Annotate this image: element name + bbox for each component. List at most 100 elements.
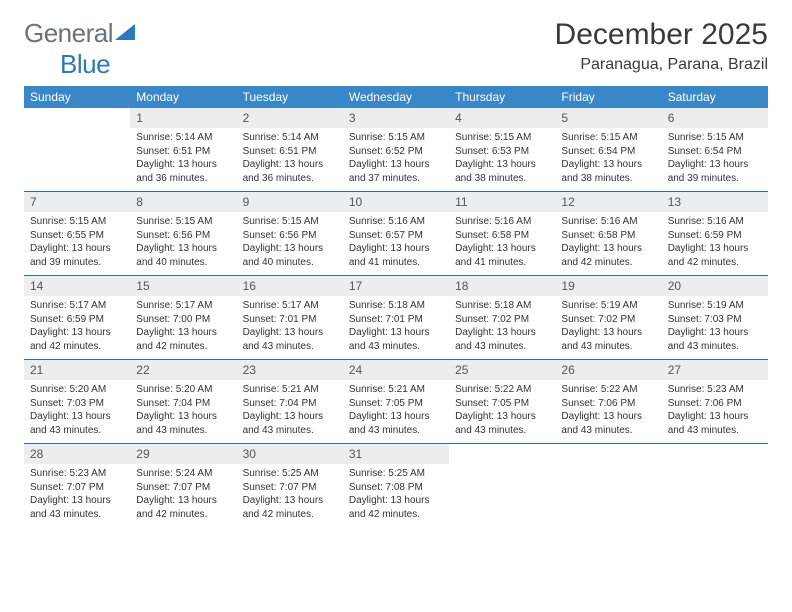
sunrise-text: Sunrise: 5:19 AM xyxy=(561,299,655,313)
daylight-text: Daylight: 13 hours and 42 minutes. xyxy=(136,326,230,353)
sunrise-text: Sunrise: 5:17 AM xyxy=(30,299,124,313)
day-number: 4 xyxy=(449,108,555,128)
daylight-text: Daylight: 13 hours and 43 minutes. xyxy=(455,326,549,353)
sunrise-text: Sunrise: 5:14 AM xyxy=(243,131,337,145)
calendar-cell: 15Sunrise: 5:17 AMSunset: 7:00 PMDayligh… xyxy=(130,276,236,360)
day-body xyxy=(24,128,130,137)
sunrise-text: Sunrise: 5:15 AM xyxy=(30,215,124,229)
day-number xyxy=(449,444,555,464)
day-body: Sunrise: 5:19 AMSunset: 7:03 PMDaylight:… xyxy=(662,296,768,359)
daylight-text: Daylight: 13 hours and 42 minutes. xyxy=(561,242,655,269)
calendar-cell: 23Sunrise: 5:21 AMSunset: 7:04 PMDayligh… xyxy=(237,360,343,444)
day-body: Sunrise: 5:25 AMSunset: 7:07 PMDaylight:… xyxy=(237,464,343,527)
sunrise-text: Sunrise: 5:15 AM xyxy=(668,131,762,145)
calendar-cell: 10Sunrise: 5:16 AMSunset: 6:57 PMDayligh… xyxy=(343,192,449,276)
calendar-head: SundayMondayTuesdayWednesdayThursdayFrid… xyxy=(24,86,768,108)
calendar-body: 1 Sunrise: 5:14 AM Sunset: 6:51 PM Daylight… xyxy=(24,108,768,527)
sunset-text: Sunset: 7:02 PM xyxy=(561,313,655,327)
sunrise-text: Sunrise: 5:22 AM xyxy=(561,383,655,397)
day-number: 29 xyxy=(130,444,236,464)
sunset-text: Sunset: 7:06 PM xyxy=(561,397,655,411)
calendar-week-row: 14Sunrise: 5:17 AMSunset: 6:59 PMDayligh… xyxy=(24,276,768,360)
title-block: December 2025 Paranagua, Parana, Brazil xyxy=(555,18,768,82)
calendar-cell: 26Sunrise: 5:22 AMSunset: 7:06 PMDayligh… xyxy=(555,360,661,444)
day-body: Sunrise: 5:22 AMSunset: 7:05 PMDaylight:… xyxy=(449,380,555,443)
sunrise-text: Sunrise: 5:20 AM xyxy=(136,383,230,397)
calendar-cell: 29Sunrise: 5:24 AMSunset: 7:07 PMDayligh… xyxy=(130,444,236,528)
sunset-text: Sunset: 6:59 PM xyxy=(30,313,124,327)
day-body: Sunrise: 5:15 AMSunset: 6:54 PMDaylight:… xyxy=(662,128,768,191)
sunset-text: Sunset: 6:56 PM xyxy=(136,229,230,243)
day-body: Sunrise: 5:15 AMSunset: 6:55 PMDaylight:… xyxy=(24,212,130,275)
sunset-text: Sunset: 7:05 PM xyxy=(349,397,443,411)
sunrise-text: Sunrise: 5:23 AM xyxy=(30,467,124,481)
daylight-text: Daylight: 13 hours and 43 minutes. xyxy=(243,410,337,437)
month-title: December 2025 xyxy=(555,18,768,52)
sunset-text: Sunset: 7:07 PM xyxy=(136,481,230,495)
daylight-text: Daylight: 13 hours and 42 minutes. xyxy=(136,494,230,521)
sunset-text: Sunset: 6:58 PM xyxy=(455,229,549,243)
calendar-cell xyxy=(24,108,130,192)
daylight-text: Daylight: 13 hours and 43 minutes. xyxy=(243,326,337,353)
day-number: 7 xyxy=(24,192,130,212)
day-body: Sunrise: 5:16 AMSunset: 6:59 PMDaylight:… xyxy=(662,212,768,275)
day-number xyxy=(662,444,768,464)
day-number: 21 xyxy=(24,360,130,380)
calendar-cell: 4Sunrise: 5:15 AMSunset: 6:53 PMDaylight… xyxy=(449,108,555,192)
sunset-text: Sunset: 6:52 PM xyxy=(349,145,443,159)
day-number: 12 xyxy=(555,192,661,212)
day-number: 16 xyxy=(237,276,343,296)
sunrise-text: Sunrise: 5:16 AM xyxy=(668,215,762,229)
brand-logo: General Blue xyxy=(24,18,137,80)
sunset-text: Sunset: 7:04 PM xyxy=(136,397,230,411)
calendar-cell: 9Sunrise: 5:15 AMSunset: 6:56 PMDaylight… xyxy=(237,192,343,276)
day-body: Sunrise: 5:15 AMSunset: 6:56 PMDaylight:… xyxy=(130,212,236,275)
page-header: General Blue December 2025 Paranagua, Pa… xyxy=(24,18,768,82)
sunrise-text: Sunrise: 5:16 AM xyxy=(349,215,443,229)
sunrise-text: Sunrise: 5:17 AM xyxy=(136,299,230,313)
daylight-text: Daylight: 13 hours and 43 minutes. xyxy=(349,410,443,437)
day-number: 9 xyxy=(237,192,343,212)
day-number: 25 xyxy=(449,360,555,380)
day-body: Sunrise: 5:15 AMSunset: 6:54 PMDaylight:… xyxy=(555,128,661,191)
sunrise-text: Sunrise: 5:25 AM xyxy=(349,467,443,481)
daylight-text: Daylight: 13 hours and 42 minutes. xyxy=(243,494,337,521)
sunset-text: Sunset: 6:51 PM xyxy=(136,145,230,159)
calendar-week-row: 21Sunrise: 5:20 AMSunset: 7:03 PMDayligh… xyxy=(24,360,768,444)
day-number: 3 xyxy=(343,108,449,128)
sunrise-text: Sunrise: 5:24 AM xyxy=(136,467,230,481)
brand-text: General Blue xyxy=(24,18,137,80)
sunrise-text: Sunrise: 5:20 AM xyxy=(30,383,124,397)
sunrise-text: Sunrise: 5:25 AM xyxy=(243,467,337,481)
calendar-cell xyxy=(449,444,555,528)
day-number: 6 xyxy=(662,108,768,128)
day-number: 1 xyxy=(130,108,236,128)
day-number: 17 xyxy=(343,276,449,296)
calendar-week-row: 1Sunrise: 5:14 AMSunset: 6:51 PMDaylight… xyxy=(24,108,768,192)
day-body: Sunrise: 5:23 AMSunset: 7:06 PMDaylight:… xyxy=(662,380,768,443)
calendar-cell: 19Sunrise: 5:19 AMSunset: 7:02 PMDayligh… xyxy=(555,276,661,360)
calendar-cell: 18Sunrise: 5:18 AMSunset: 7:02 PMDayligh… xyxy=(449,276,555,360)
day-body: Sunrise: 5:21 AMSunset: 7:04 PMDaylight:… xyxy=(237,380,343,443)
calendar-cell: 8Sunrise: 5:15 AMSunset: 6:56 PMDaylight… xyxy=(130,192,236,276)
day-body: Sunrise: 5:24 AMSunset: 7:07 PMDaylight:… xyxy=(130,464,236,527)
sunset-text: Sunset: 7:01 PM xyxy=(349,313,443,327)
calendar-table: SundayMondayTuesdayWednesdayThursdayFrid… xyxy=(24,86,768,527)
daylight-text: Daylight: 13 hours and 41 minutes. xyxy=(349,242,443,269)
day-body: Sunrise: 5:16 AMSunset: 6:58 PMDaylight:… xyxy=(449,212,555,275)
day-number: 19 xyxy=(555,276,661,296)
weekday-header: Sunday xyxy=(24,86,130,108)
day-body: Sunrise: 5:21 AMSunset: 7:05 PMDaylight:… xyxy=(343,380,449,443)
sunset-text: Sunset: 7:00 PM xyxy=(136,313,230,327)
calendar-cell: 22Sunrise: 5:20 AMSunset: 7:04 PMDayligh… xyxy=(130,360,236,444)
weekday-header: Tuesday xyxy=(237,86,343,108)
day-body: Sunrise: 5:20 AMSunset: 7:04 PMDaylight:… xyxy=(130,380,236,443)
sunrise-text: Sunrise: 5:19 AM xyxy=(668,299,762,313)
calendar-cell: 3Sunrise: 5:15 AMSunset: 6:52 PMDaylight… xyxy=(343,108,449,192)
sunrise-text: Sunrise: 5:18 AM xyxy=(349,299,443,313)
calendar-cell: 30Sunrise: 5:25 AMSunset: 7:07 PMDayligh… xyxy=(237,444,343,528)
calendar-week-row: 28Sunrise: 5:23 AMSunset: 7:07 PMDayligh… xyxy=(24,444,768,528)
daylight-text: Daylight: 13 hours and 40 minutes. xyxy=(136,242,230,269)
sunset-text: Sunset: 7:02 PM xyxy=(455,313,549,327)
day-number: 2 xyxy=(237,108,343,128)
